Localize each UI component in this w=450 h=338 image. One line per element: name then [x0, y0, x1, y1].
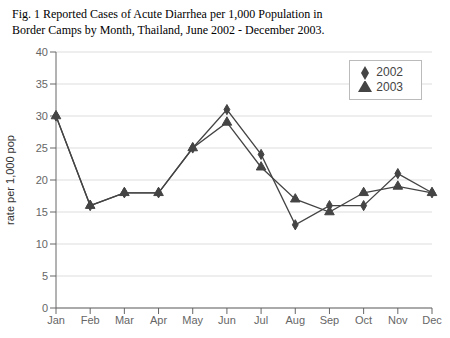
- svg-text:Aug: Aug: [285, 314, 305, 326]
- html-text:2003: 2003: [376, 79, 403, 94]
- svg-text:30: 30: [36, 110, 48, 122]
- svg-text:35: 35: [36, 78, 48, 90]
- svg-text:Feb: Feb: [81, 314, 100, 326]
- svg-text:Jan: Jan: [47, 314, 65, 326]
- svg-text:Mar: Mar: [115, 314, 134, 326]
- html-text:2002: 2002: [376, 65, 403, 79]
- svg-text:15: 15: [36, 206, 48, 218]
- html-text:Fig. 1 Reported Cases of Acute: Fig. 1 Reported Cases of Acute Diarrhea …: [12, 7, 323, 21]
- html-text:Border Camps by Month, Thailan: Border Camps by Month, Thailand, June 20…: [12, 23, 325, 37]
- svg-text:40: 40: [36, 46, 48, 58]
- svg-text:Dec: Dec: [422, 314, 442, 326]
- svg-text:Oct: Oct: [355, 314, 372, 326]
- svg-text:5: 5: [42, 270, 48, 282]
- svg-text:Apr: Apr: [150, 314, 167, 326]
- svg-text:10: 10: [36, 238, 48, 250]
- svg-text:May: May: [182, 314, 203, 326]
- svg-text:25: 25: [36, 142, 48, 154]
- svg-text:Sep: Sep: [320, 314, 340, 326]
- svg-text:Jul: Jul: [254, 314, 268, 326]
- svg-text:20: 20: [36, 174, 48, 186]
- svg-text:0: 0: [42, 302, 48, 314]
- svg-text:Jun: Jun: [218, 314, 236, 326]
- svg-text:rate per 1,000 pop: rate per 1,000 pop: [8, 135, 16, 225]
- svg-text:Nov: Nov: [388, 314, 408, 326]
